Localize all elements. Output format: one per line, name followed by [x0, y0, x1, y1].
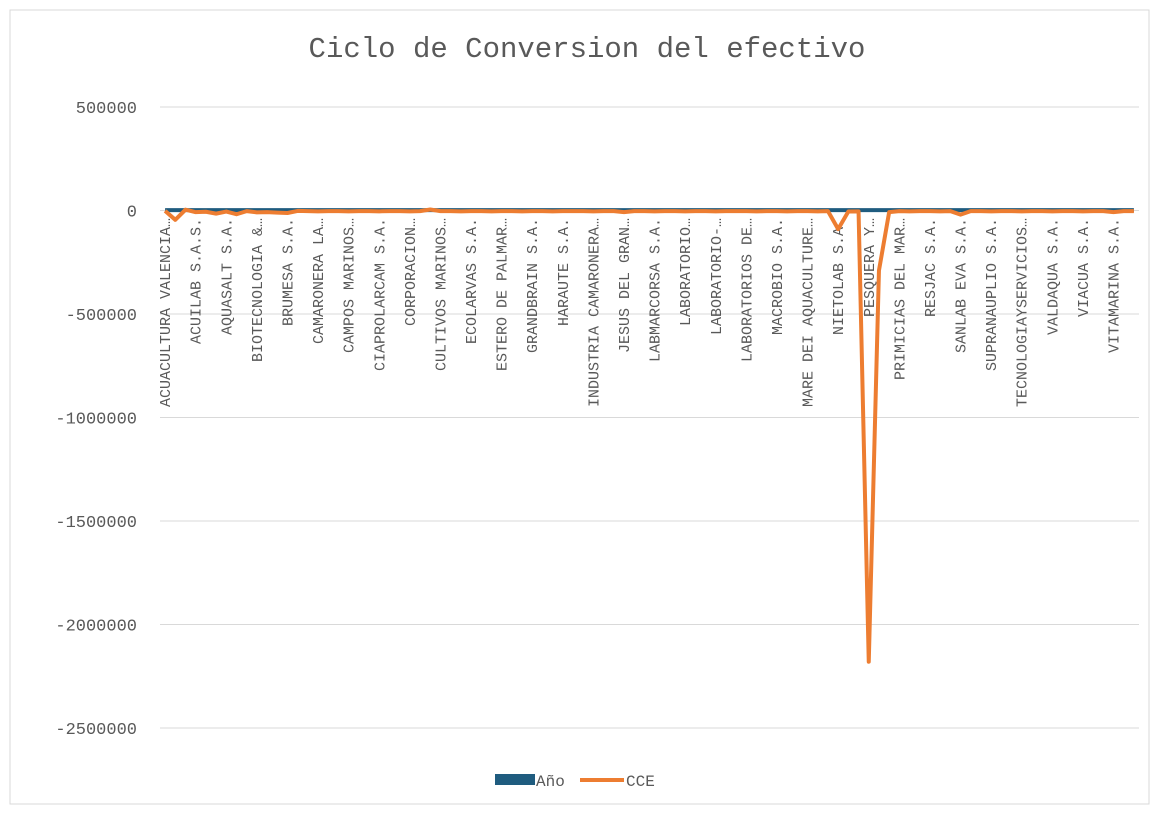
legend-label: Año	[536, 773, 565, 791]
x-tick-label: TECNOLOGIAYSERVICIOS…	[1015, 218, 1032, 407]
x-tick-label: LABORATORIO-…	[709, 218, 726, 335]
x-tick-label: MACROBIO S.A.	[770, 218, 787, 335]
x-tick-label: LABMARCORSA S.A.	[648, 218, 665, 362]
x-tick-label: SANLAB EVA S.A.	[954, 218, 971, 353]
x-tick-label: CAMARONERA LA…	[311, 218, 328, 344]
x-tick-label: MARE DEI AQUACULTURE…	[801, 218, 818, 407]
x-tick-label: CORPORACION…	[403, 218, 420, 326]
y-tick-label: 500000	[76, 100, 137, 119]
x-tick-label: BRUMESA S.A.	[280, 218, 297, 326]
x-tick-label: VIACUA S.A.	[1076, 218, 1093, 317]
x-tick-label: PESQUERA Y…	[862, 218, 879, 317]
x-tick-label: VALDAQUA S.A.	[1045, 218, 1062, 335]
x-tick-label: NIETOLAB S.A.	[831, 218, 848, 335]
x-tick-label: PRIMICIAS DEL MAR…	[892, 218, 909, 380]
y-tick-label: -2000000	[55, 618, 137, 637]
x-tick-label: BIOTECNOLOGIA &…	[250, 218, 267, 362]
y-tick-label: -2500000	[55, 721, 137, 740]
x-tick-label: ACUACULTURA VALENCIA…	[158, 218, 175, 407]
x-tick-label: ECOLARVAS S.A.	[464, 218, 481, 344]
x-tick-label: AQUASALT S.A.	[219, 218, 236, 335]
line-series	[163, 207, 1134, 664]
x-tick-label: LABORATORIO…	[678, 218, 695, 326]
x-tick-label: CULTIVOS MARINOS…	[433, 218, 450, 371]
y-tick-label: -500000	[66, 307, 137, 326]
x-tick-label: HARAUTE S.A.	[556, 218, 573, 326]
y-tick-label: 0	[127, 204, 137, 223]
x-tick-label: ACUILAB S.A.S.	[189, 218, 206, 344]
x-tick-label: INDUSTRIA CAMARONERA…	[586, 218, 603, 407]
x-tick-label: SUPRANAUPLIO S.A.	[984, 218, 1001, 371]
x-tick-label: CAMPOS MARINOS…	[342, 218, 359, 353]
y-tick-label: -1500000	[55, 514, 137, 533]
x-tick-label: JESUS DEL GRAN…	[617, 218, 634, 353]
legend-swatch	[495, 774, 535, 785]
x-tick-label: RESJAC S.A.	[923, 218, 940, 317]
chart-frame	[9, 9, 1150, 805]
chart-title: Ciclo de Conversion del efectivo	[309, 33, 866, 66]
x-tick-label: LABORATORIOS DE…	[739, 218, 756, 362]
x-tick-label: GRANDBRAIN S.A.	[525, 218, 542, 353]
y-tick-label: -1000000	[55, 411, 137, 430]
x-tick-label: VITAMARINA S.A.	[1107, 218, 1124, 353]
x-tick-label: CIAPROLARCAM S.A.	[372, 218, 389, 371]
legend-label: CCE	[626, 773, 655, 791]
x-tick-label: ESTERO DE PALMAR…	[495, 218, 512, 371]
